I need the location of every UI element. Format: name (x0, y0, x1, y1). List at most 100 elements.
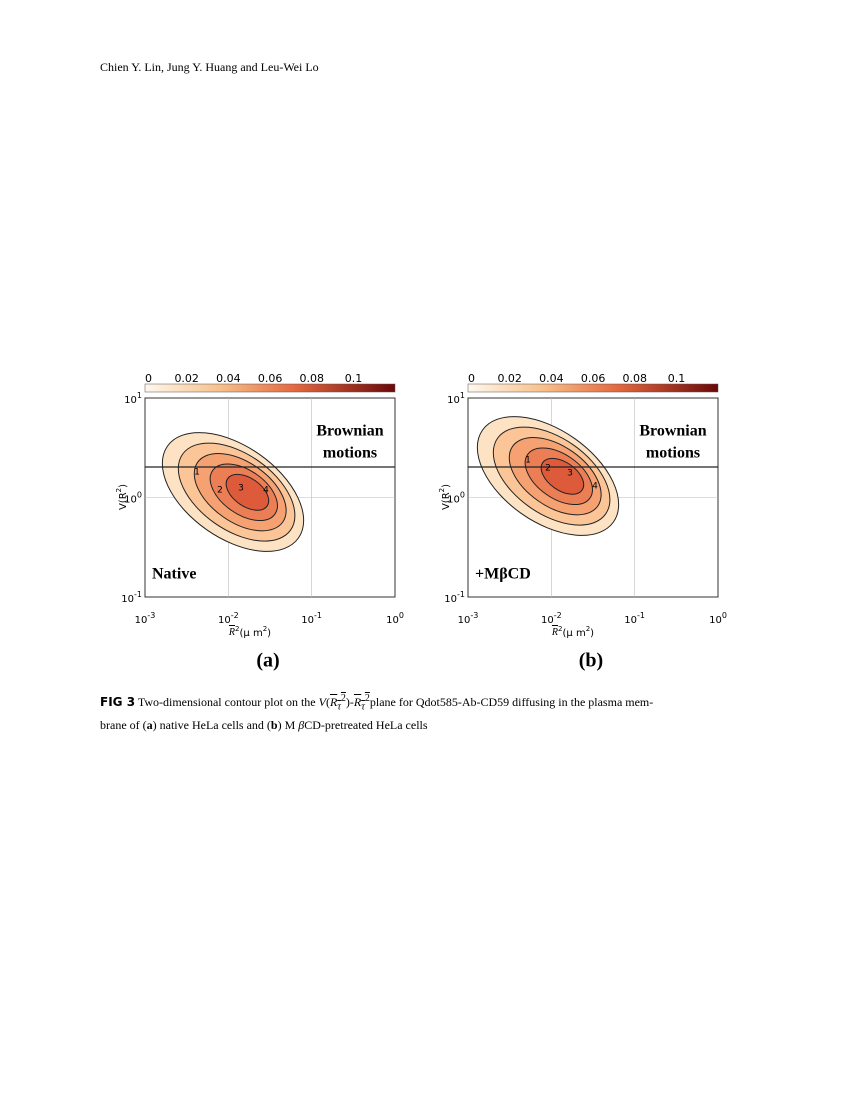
caption-text: ) M (277, 718, 299, 733)
figure: 0 0.02 0.04 0.06 0.08 0.1 1 2 3 4 Brownian motions N… (115, 372, 727, 672)
y-tick-label: -1 (134, 590, 142, 599)
region-label: Brownian (639, 423, 706, 440)
region-label: Brownian (316, 423, 383, 440)
math: R (353, 695, 362, 709)
y-tick-label: 1 (460, 391, 465, 400)
y-axis-label: V(R2) (115, 484, 129, 510)
x-tick-label: 100 (386, 611, 404, 627)
x-tick-label: 10 (541, 615, 554, 626)
y-tick-label: 10-1 (444, 590, 465, 606)
y-tick-label: 100 (447, 490, 465, 506)
math: - (349, 695, 354, 709)
x-axis-label: 2 (235, 625, 239, 633)
colorbar-tick-label: 0 (145, 372, 152, 385)
x-tick-label: 10-2 (218, 611, 239, 627)
x-tick-label: 10 (386, 615, 399, 626)
math: 2 (364, 693, 370, 704)
x-tick-label: 10-3 (135, 611, 156, 627)
x-tick-label: 10-2 (541, 611, 562, 627)
caption: FIG 3 Two-dimensional contour plot on th… (100, 693, 654, 733)
y-tick-label: 10 (124, 495, 137, 506)
x-tick-label: -1 (314, 611, 322, 620)
math: Rτ2 (353, 693, 370, 713)
caption-label: FIG 3 (100, 695, 136, 709)
x-tick-label: 0 (722, 611, 727, 620)
region-label: motions (323, 445, 377, 462)
colorbar-tick-label: 0.02 (174, 372, 199, 385)
y-tick-label: 101 (124, 391, 142, 407)
y-tick-label: 10-1 (121, 590, 142, 606)
annotation: Native (152, 566, 196, 583)
caption-text: Two-dimensional contour plot on the (135, 695, 319, 709)
x-tick-label: -2 (231, 611, 239, 620)
math: V (318, 695, 326, 709)
x-tick-label: -2 (554, 611, 562, 620)
x-tick-label: 10 (624, 615, 637, 626)
x-axis-label: (μ m (240, 628, 263, 639)
x-tick-label: 10 (135, 615, 148, 626)
y-tick-label: 10 (444, 594, 457, 605)
contour-label: 1 (525, 456, 531, 466)
x-tick-label: 10 (218, 615, 231, 626)
colorbar-tick-label: 0.04 (216, 372, 241, 385)
caption-text: b (270, 718, 278, 733)
contour-label: 2 (217, 486, 223, 496)
contour-label: 1 (194, 468, 200, 478)
caption-text: CD-pretreated HeLa cells (304, 718, 428, 733)
math: Rτ2 (330, 693, 346, 712)
x-tick-label: 10 (709, 615, 722, 626)
colorbar (467, 383, 719, 393)
annotation: +MβCD (475, 566, 531, 583)
y-tick-label: 0 (460, 490, 465, 499)
x-axis-label: (μ m (563, 628, 586, 639)
x-tick-label: 10 (458, 615, 471, 626)
x-tick-label: -1 (637, 611, 645, 620)
x-axis-label: 2 (263, 625, 267, 633)
x-axis-label: 2 (586, 625, 590, 633)
contour-label: 3 (567, 469, 573, 479)
contour (225, 473, 270, 511)
colorbar-tick-label: 0.1 (345, 372, 363, 385)
colorbar-tick-label: 0.1 (668, 372, 686, 385)
y-axis-label: ) (441, 484, 452, 488)
x-axis-label: R (551, 627, 558, 638)
x-axis-label: R2(μ m2) (228, 625, 271, 639)
x-tick-label: 10-1 (624, 611, 645, 627)
y-tick-label: 100 (124, 490, 142, 506)
colorbar (144, 383, 396, 393)
region-label: motions (646, 445, 700, 462)
y-axis-label: V(R (118, 492, 129, 510)
y-tick-label: 101 (447, 391, 465, 407)
colorbar-tick-label: 0.06 (581, 372, 606, 385)
contour-label: 2 (545, 464, 551, 474)
y-axis-label: V(R (441, 492, 452, 510)
colorbar-tick-label: 0.08 (300, 372, 325, 385)
contour-label: 4 (263, 486, 269, 496)
contour-label: 3 (238, 484, 244, 494)
y-tick-label: 10 (121, 594, 134, 605)
caption-text: brane of ( (100, 718, 147, 733)
x-axis-label: R2(μ m2) (551, 625, 594, 639)
x-tick-label: 10-1 (301, 611, 322, 627)
math: τ (361, 701, 365, 713)
math: 2 (340, 693, 346, 704)
x-tick-label: 10-3 (458, 611, 479, 627)
y-axis-label: ) (118, 484, 129, 488)
y-axis-label: V(R2) (438, 484, 452, 510)
y-tick-label: -1 (457, 590, 465, 599)
y-tick-label: 0 (137, 490, 142, 499)
caption-text: plane for Qdot585-Ab-CD59 diffusing in t… (369, 695, 654, 709)
colorbar-tick-label: 0.02 (497, 372, 522, 385)
contour-label: 4 (592, 482, 598, 492)
x-axis-label: ) (267, 628, 271, 639)
y-axis-label: 2 (438, 488, 446, 492)
x-tick-label: -3 (147, 611, 155, 620)
x-axis-label: ) (590, 628, 594, 639)
y-axis-label: 2 (115, 488, 123, 492)
caption-text: a (146, 718, 153, 733)
y-tick-label: 1 (137, 391, 142, 400)
x-axis-label: 2 (558, 625, 562, 633)
caption-text: ) native HeLa cells and ( (152, 718, 271, 733)
y-tick-label: 10 (447, 495, 460, 506)
